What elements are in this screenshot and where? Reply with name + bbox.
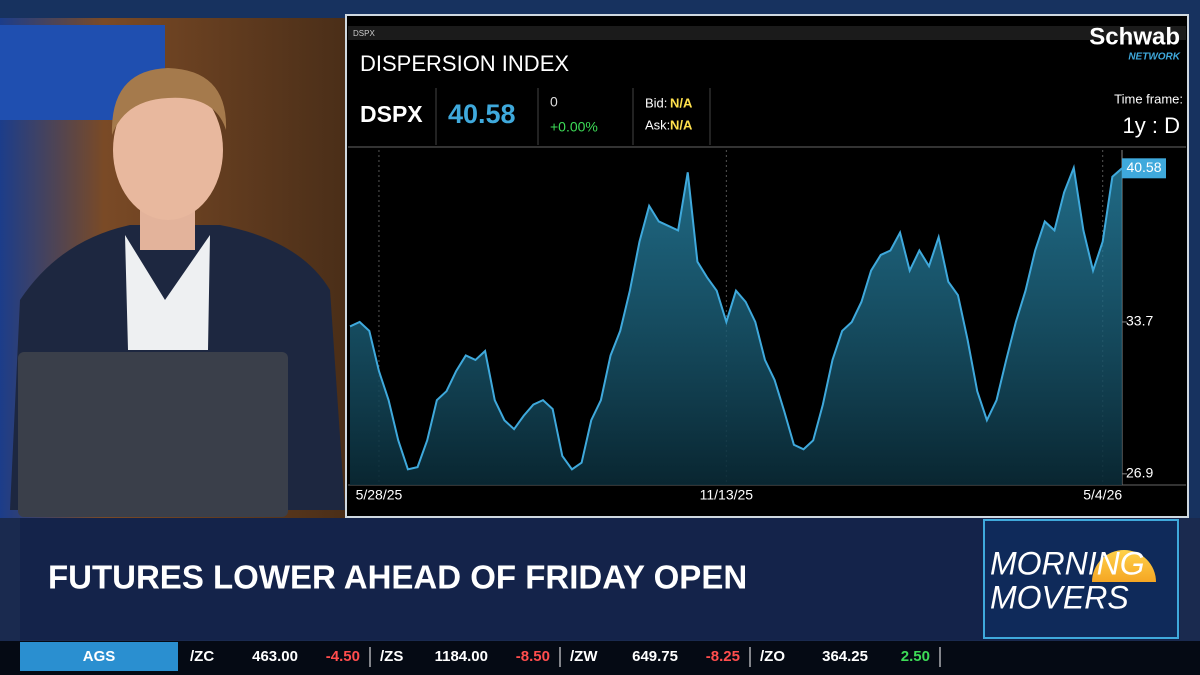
line <box>349 164 1123 471</box>
bid: N/A <box>670 95 693 110</box>
show-sun <box>1092 550 1156 582</box>
change-pct: +0.00% <box>550 119 598 135</box>
ticker-symbol: /ZO <box>760 648 785 665</box>
ticker-change: -8.25 <box>706 648 740 665</box>
ticker-price: 364.25 <box>822 648 868 665</box>
presenter-shirt <box>125 235 210 350</box>
laptop <box>18 352 288 517</box>
ticker-price: 649.75 <box>632 648 678 665</box>
ticker-symbol: /ZC <box>190 648 214 665</box>
ticker-change: 2.50 <box>901 648 930 665</box>
change: 0 <box>550 94 558 110</box>
network-sub: NETWORK <box>1128 52 1180 63</box>
symbol: DSPX <box>360 101 423 127</box>
ticker-items: /ZC 463.00 -4.50/ZS 1184.00 -8.50/ZW 649.75 -8… <box>190 647 941 667</box>
ticker-change: -4.50 <box>326 648 360 665</box>
ticker-label: AGS <box>83 648 116 665</box>
ticker-symbol: /ZS <box>380 648 403 665</box>
timeframe-label: Time frame: <box>1114 91 1183 106</box>
last-value-label: 40.58 <box>1126 159 1161 175</box>
ticker-change: -8.50 <box>516 648 550 665</box>
presenter-face <box>113 80 223 220</box>
toolbar-symbol: DSPX <box>353 29 375 38</box>
show-line1: MORNING <box>990 545 1145 581</box>
bid-label: Bid: <box>645 95 667 110</box>
network-brand: Schwab <box>1089 23 1180 50</box>
headline: FUTURES LOWER AHEAD OF FRIDAY OPEN <box>48 559 747 596</box>
ask: N/A <box>670 117 693 132</box>
window-toolbar <box>348 26 1186 40</box>
x-tick-label: 11/13/25 <box>700 487 754 503</box>
ticker-bar <box>0 641 1200 675</box>
ticker-price: 1184.00 <box>435 648 488 665</box>
ticker-label-box <box>20 642 178 671</box>
last-price: 40.58 <box>448 99 516 129</box>
ticker-price: 463.00 <box>252 648 298 665</box>
timeframe: 1y : D <box>1123 113 1180 138</box>
presenter-hair <box>111 68 227 135</box>
x-tick-label: 5/28/25 <box>356 487 403 503</box>
chart-title: DISPERSION INDEX <box>360 51 569 76</box>
x-tick-label: 5/4/26 <box>1083 487 1122 503</box>
ticker-symbol: /ZW <box>570 648 598 665</box>
show-line2: MOVERS <box>990 579 1129 615</box>
ask-label: Ask: <box>645 117 670 132</box>
last-value-tag <box>1122 158 1166 179</box>
y-tick-label: 26.9 <box>1126 465 1153 481</box>
y-tick-label: 33.7 <box>1126 313 1153 329</box>
area <box>350 167 1122 485</box>
